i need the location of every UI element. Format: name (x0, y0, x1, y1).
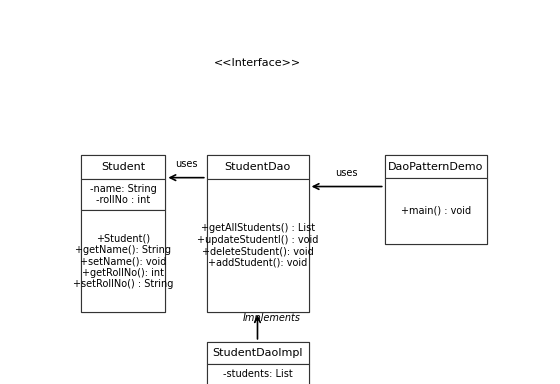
Bar (81, 156, 166, 179)
Bar (207, 156, 309, 179)
Text: uses: uses (335, 168, 358, 178)
Bar (207, 342, 309, 364)
Text: DaoPatternDemo: DaoPatternDemo (388, 162, 483, 172)
Text: <<Interface>>: <<Interface>> (214, 58, 301, 68)
Bar (81, 156, 166, 312)
Text: +Student()
+getName(): String
+setName(): void
+getRollNo(): int
+setRollNo() : : +Student() +getName(): String +setName()… (73, 233, 174, 290)
Bar (207, 156, 309, 312)
Bar (385, 178, 487, 244)
Text: Student: Student (101, 162, 145, 172)
Bar (207, 179, 309, 312)
Bar (207, 364, 309, 384)
Bar (207, 342, 309, 384)
Text: -name: String
-rollNo : int: -name: String -rollNo : int (90, 184, 157, 205)
Text: +main() : void: +main() : void (400, 206, 471, 216)
Text: Implements: Implements (243, 313, 301, 323)
Bar (81, 210, 166, 312)
Text: +getAllStudents() : List
+updateStudentl() : void
+deleteStudent(): void
+addStu: +getAllStudents() : List +updateStudentl… (197, 223, 319, 268)
Text: StudentDaoImpl: StudentDaoImpl (212, 348, 303, 358)
Bar (385, 156, 487, 244)
Text: uses: uses (175, 159, 198, 169)
Text: -students: List: -students: List (223, 369, 292, 379)
Bar (81, 179, 166, 210)
Text: StudentDao: StudentDao (225, 162, 291, 172)
Bar (385, 156, 487, 178)
